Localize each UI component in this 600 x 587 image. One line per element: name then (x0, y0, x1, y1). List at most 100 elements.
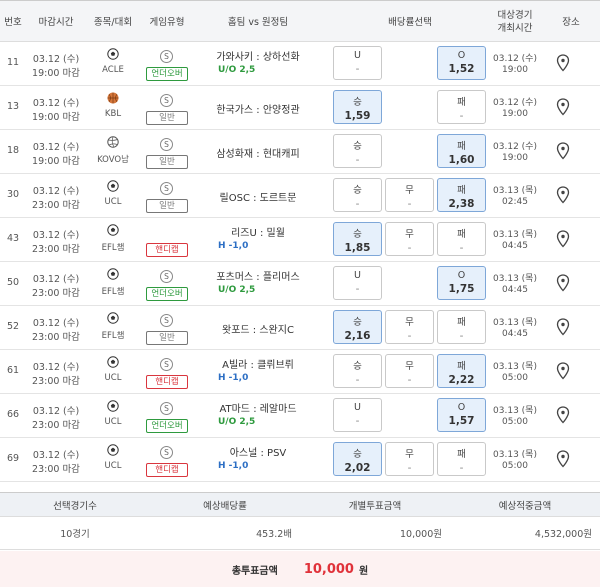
location[interactable] (556, 230, 570, 251)
odds-button[interactable]: 승- (333, 178, 382, 212)
odds-button[interactable]: 패- (437, 222, 486, 256)
odds-button[interactable]: 무- (385, 442, 434, 476)
game-date: 03.12 (수) (493, 98, 537, 108)
match: 아스널 : PSV (229, 448, 287, 459)
column-header: 장소 (562, 16, 580, 28)
odds-button[interactable]: O 1,52 (437, 46, 486, 80)
odds-button[interactable]: O 1,57 (437, 398, 486, 432)
location[interactable] (556, 318, 570, 339)
game-row: 50 03.12 (수) 23:00 마감 EFL챔 S 언더오버 포츠머스 : 플리머스 U… (0, 262, 600, 306)
game-row: 69 03.12 (수) 23:00 마감 UCL S 핸디캡 아스널 : PSV H -1,… (0, 438, 600, 482)
close-date: 03.12 (수) (32, 98, 80, 109)
odds-value: 1,60 (448, 154, 475, 166)
odds-button[interactable]: 패 1,60 (437, 134, 486, 168)
location[interactable] (556, 362, 570, 383)
location-icon[interactable] (556, 186, 570, 204)
table-header: 번호 마감시간 종목/대회 게임유형 홈팀 vs 원정팀 배당률선택 대상경기 개최시간 장소 (0, 0, 600, 42)
odds-button[interactable]: 무- (385, 310, 434, 344)
odds-button[interactable]: O 1,75 (437, 266, 486, 300)
location[interactable] (556, 142, 570, 163)
odds-label: 무 (405, 449, 414, 460)
odds-button[interactable]: 승 1,85 (333, 222, 382, 256)
location-icon[interactable] (556, 450, 570, 468)
location-icon[interactable] (556, 142, 570, 160)
close-time: 23:00 마감 (32, 376, 80, 387)
odds-label: U (354, 402, 361, 413)
column-header-line: 개최시간 (497, 23, 533, 34)
odds-button[interactable]: 무- (385, 178, 434, 212)
odds-button[interactable]: 승 2,02 (333, 442, 382, 476)
location[interactable] (556, 54, 570, 75)
match: A빌라 : 클뤼브뤼 (222, 360, 294, 371)
odds-button[interactable]: 승- (333, 354, 382, 388)
location-icon[interactable] (556, 230, 570, 248)
game-time: 19:00 (502, 153, 528, 163)
location-icon[interactable] (556, 318, 570, 336)
odds-button[interactable]: U- (333, 266, 382, 300)
game-date: 03.12 (수) (493, 142, 537, 152)
match: 가와사키 : 상하선화 (216, 52, 300, 63)
odds-label: 패 (457, 97, 466, 108)
odds-label: 승 (353, 449, 362, 460)
odds-button[interactable]: 승- (333, 134, 382, 168)
close-time: 23:00 마감 (32, 200, 80, 211)
location-icon[interactable] (556, 98, 570, 116)
match: 삼성화재 : 현대캐피 (216, 149, 300, 160)
location[interactable] (556, 406, 570, 427)
odds-label: 패 (457, 229, 466, 240)
odds-value: 2,38 (448, 198, 475, 210)
odds-label: 무 (405, 317, 414, 328)
odds-button[interactable]: U- (333, 46, 382, 80)
location-icon[interactable] (556, 362, 570, 380)
odds-label: 패 (457, 449, 466, 460)
game-date: 03.13 (목) (493, 406, 537, 416)
game-date: 03.12 (수) (493, 54, 537, 64)
odds-value: 1,85 (344, 242, 371, 254)
location[interactable] (556, 450, 570, 471)
odds-button[interactable]: 패- (437, 310, 486, 344)
odds-value: 1,57 (448, 415, 475, 427)
s-badge: S (160, 446, 173, 459)
game-date: 03.13 (목) (493, 186, 537, 196)
location-icon[interactable] (556, 406, 570, 424)
location-icon[interactable] (556, 274, 570, 292)
location[interactable] (556, 186, 570, 207)
sport-icon (107, 224, 119, 236)
odds-value: - (355, 374, 360, 386)
location-icon[interactable] (556, 54, 570, 72)
odds-label: 승 (353, 97, 362, 108)
game-date: 03.13 (목) (493, 450, 537, 460)
location[interactable] (556, 274, 570, 295)
odds-button[interactable]: 무- (385, 222, 434, 256)
odds-button[interactable]: 무- (385, 354, 434, 388)
odds-button[interactable]: 패- (437, 90, 486, 124)
odds-value: - (459, 110, 464, 122)
odds-value: - (355, 198, 360, 210)
game-type: 일반 (146, 331, 188, 345)
game-type: 핸디캡 (146, 243, 188, 257)
s-badge: S (160, 182, 173, 195)
game-type: 언더오버 (146, 67, 188, 81)
handicap: H -1,0 (218, 373, 249, 383)
game-number: 66 (6, 409, 20, 420)
game-type: 핸디캡 (146, 463, 188, 477)
odds-button[interactable]: 승 1,59 (333, 90, 382, 124)
column-header: 마감시간 (38, 16, 74, 28)
odds-label: 패 (457, 317, 466, 328)
column-header: 종목/대회 (93, 16, 133, 28)
match: 한국가스 : 안양정관 (216, 105, 300, 116)
odds-button[interactable]: 패 2,38 (437, 178, 486, 212)
close-date: 03.12 (수) (32, 274, 80, 285)
sport-icon (107, 356, 119, 368)
odds-button[interactable]: 패 2,22 (437, 354, 486, 388)
odds-button[interactable]: 패- (437, 442, 486, 476)
match: AT마드 : 레알마드 (219, 404, 297, 415)
location[interactable] (556, 98, 570, 119)
column-header: 번호 (4, 16, 22, 28)
game-time: 05:00 (502, 373, 528, 383)
odds-button[interactable]: U- (333, 398, 382, 432)
game-time: 04:45 (502, 241, 528, 251)
odds-button[interactable]: 승 2,16 (333, 310, 382, 344)
league: UCL (104, 417, 122, 427)
odds-value: - (355, 415, 360, 427)
